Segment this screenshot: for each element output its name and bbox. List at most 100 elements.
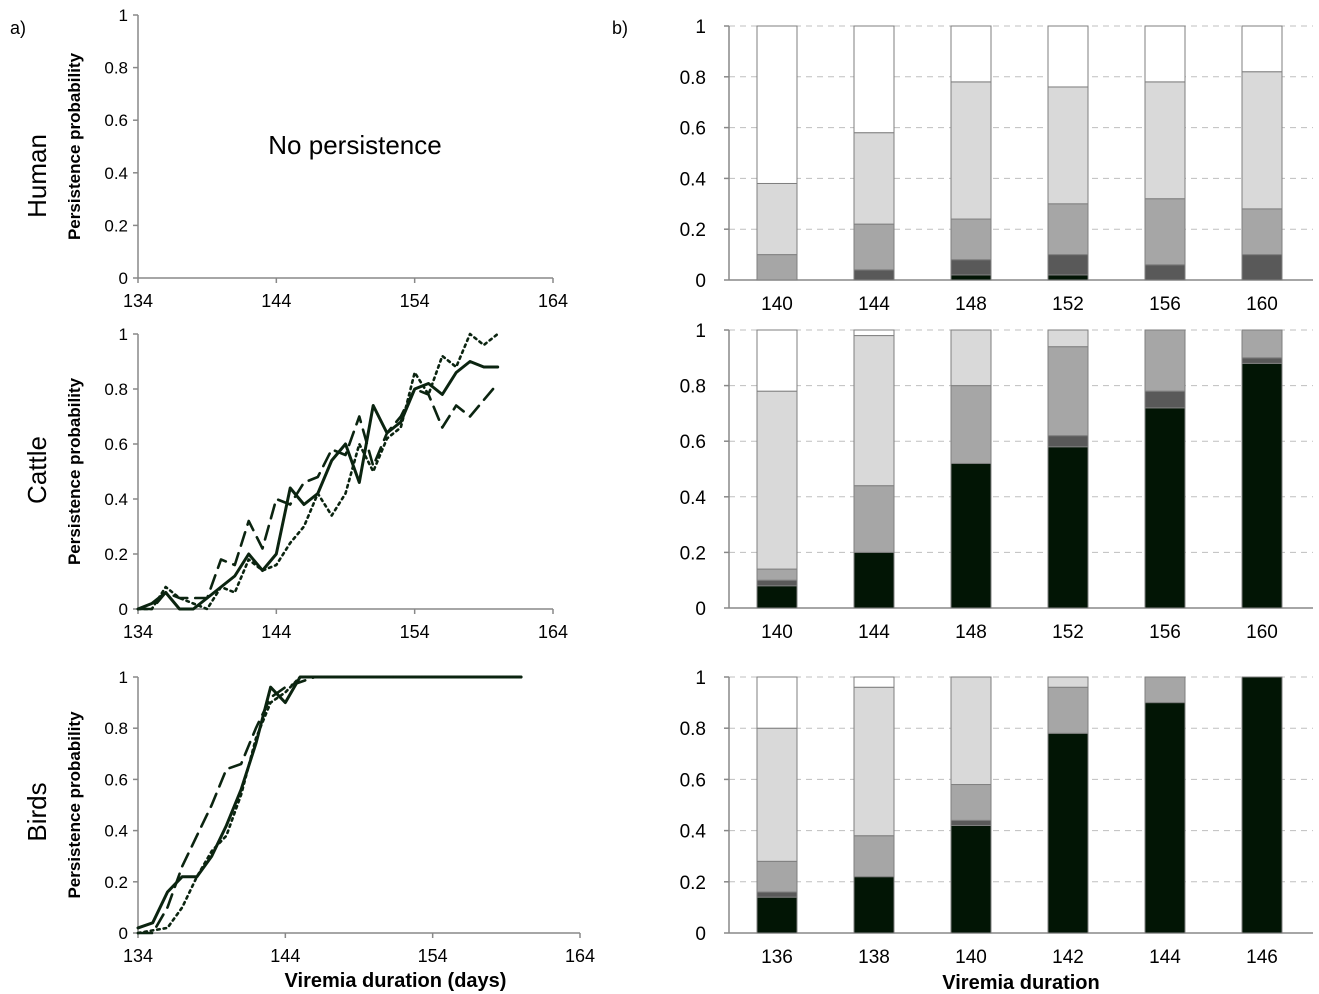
x-tick-label: 136 <box>761 947 793 968</box>
x-tick-label: 156 <box>1149 622 1181 643</box>
x-tick-label: 138 <box>858 947 890 968</box>
y-tick-label: 0.4 <box>680 822 707 843</box>
x-tick-label: 142 <box>1052 947 1084 968</box>
bar-segment-bar_lightgrey <box>1241 71 1283 210</box>
bar-segment-bar_midgrey <box>1144 198 1186 266</box>
bar-chart-b-cattle: 0 0.2 0.4 0.6 0.8 1 140 144 148 152 156 160 <box>680 321 1313 643</box>
y-tick-label: 0.4 <box>680 488 707 509</box>
bar-segment-bar_dark <box>950 274 992 281</box>
bar-segment-bar_midgrey <box>853 223 895 271</box>
y-tick-label: 0 <box>695 924 706 945</box>
bar-segment-bar_lightgrey <box>950 329 992 387</box>
bar-segment-bar_lightgrey <box>756 727 798 862</box>
bar-segment-bar_midgrey <box>1144 676 1186 704</box>
bar-segment-bar_white <box>853 676 895 688</box>
bar-segment-bar_dark <box>853 551 895 609</box>
y-tick-label: 1 <box>695 321 706 342</box>
series-line-dotted <box>136 332 500 611</box>
y-tick-label: 0.8 <box>104 719 128 738</box>
bar-segment-bar_dark <box>950 824 992 934</box>
x-tick-label: 154 <box>400 622 430 642</box>
x-tick-label: 160 <box>1246 622 1278 643</box>
x-tick-label: 164 <box>565 946 595 966</box>
x-tick-label: 164 <box>538 291 568 311</box>
y-tick-label: 0 <box>695 271 706 292</box>
bar-segment-bar_lightgrey <box>853 686 895 837</box>
x-axis-label: Viremia duration <box>942 972 1099 994</box>
bar-segment-bar_white <box>756 329 798 392</box>
x-tick-label: 160 <box>1246 294 1278 315</box>
x-tick-label: 164 <box>538 622 568 642</box>
x-tick-label: 134 <box>123 291 153 311</box>
bar-segment-bar_lightgrey <box>1047 676 1089 688</box>
panel-label-a: a) <box>10 18 26 38</box>
y-tick-label: 0.6 <box>104 435 128 454</box>
bar-segment-bar_white <box>1047 25 1089 88</box>
bar-segment-bar_dark <box>1241 362 1283 609</box>
y-tick-label: 1 <box>119 325 128 344</box>
bar-segment-bar_lightgrey <box>756 182 798 256</box>
bar-segment-bar_lightgrey <box>1047 86 1089 205</box>
x-tick-label: 148 <box>955 622 987 643</box>
y-tick-label: 0 <box>695 599 706 620</box>
bar-segment-bar_white <box>853 25 895 134</box>
x-tick-label: 144 <box>261 291 291 311</box>
bar-segment-bar_white <box>756 676 798 729</box>
y-tick-label: 0.2 <box>680 543 706 564</box>
bar-segment-bar_lightgrey <box>1144 81 1186 200</box>
bar-segment-bar_dark <box>756 896 798 934</box>
y-tick-label: 0.2 <box>104 216 128 235</box>
line-chart-a-human: 0 0.2 0.4 0.6 0.8 1 134 144 154 164 Persistence pr… <box>65 6 568 311</box>
y-tick-label: 0.4 <box>104 490 128 509</box>
y-axis-label: Persistence probability <box>65 377 84 565</box>
series-line-solid <box>136 675 523 930</box>
x-tick-label: 134 <box>123 622 153 642</box>
bar-segment-bar_midgrey <box>1144 329 1186 392</box>
y-tick-label: 1 <box>119 6 128 25</box>
bar-segment-bar_darkgrey <box>1241 357 1283 364</box>
x-tick-label: 140 <box>761 294 793 315</box>
bar-segment-bar_white <box>950 25 992 83</box>
bar-segment-bar_midgrey <box>1047 686 1089 734</box>
x-tick-label: 140 <box>955 947 987 968</box>
bar-segment-bar_lightgrey <box>853 335 895 487</box>
panel-label-b: b) <box>612 18 628 38</box>
bar-segment-bar_dark <box>1144 702 1186 934</box>
y-tick-label: 0.6 <box>680 119 706 140</box>
x-tick-label: 144 <box>270 946 300 966</box>
y-axis-label: Persistence probability <box>65 711 84 899</box>
bar-segment-bar_darkgrey <box>1144 264 1186 281</box>
y-tick-label: 0.6 <box>680 432 706 453</box>
line-chart-a-birds: 0 0.2 0.4 0.6 0.8 1 134 144 154 164 Persistence pr… <box>65 668 595 992</box>
bar-segment-bar_lightgrey <box>950 81 992 220</box>
bar-segment-bar_darkgrey <box>853 269 895 281</box>
series-line-solid <box>136 360 500 611</box>
y-tick-label: 0 <box>119 269 128 288</box>
charts: 0 0.2 0.4 0.6 0.8 1 134 144 154 164 Persistence pr… <box>65 6 1313 994</box>
bar-segment-bar_dark <box>1047 274 1089 281</box>
x-tick-label: 144 <box>261 622 291 642</box>
no-persistence-annotation: No persistence <box>268 130 441 160</box>
bar-segment-bar_midgrey <box>1047 203 1089 256</box>
bar-segment-bar_midgrey <box>1241 329 1283 359</box>
bar-segment-bar_darkgrey <box>1047 435 1089 448</box>
bar-chart-b-human: 0 0.2 0.4 0.6 0.8 1 140 144 148 152 156 160 <box>680 17 1313 315</box>
bar-segment-bar_white <box>1241 25 1283 73</box>
series-line-dashed <box>136 675 523 935</box>
y-tick-label: 1 <box>695 17 706 38</box>
y-tick-label: 0.6 <box>680 770 706 791</box>
y-tick-label: 0.2 <box>104 873 128 892</box>
series-line-dashed <box>136 382 500 611</box>
bar-segment-bar_dark <box>853 876 895 934</box>
y-tick-label: 0 <box>119 600 128 619</box>
row-label-cattle: Cattle <box>22 436 52 504</box>
x-tick-label: 156 <box>1149 294 1181 315</box>
x-tick-label: 134 <box>123 946 153 966</box>
y-tick-label: 0.6 <box>104 770 128 789</box>
bar-segment-bar_dark <box>1047 732 1089 934</box>
line-chart-a-cattle: 0 0.2 0.4 0.6 0.8 1 134 144 154 164 Persistence pr… <box>65 325 568 642</box>
series-line-dotted <box>136 675 523 935</box>
y-tick-label: 0.4 <box>104 822 128 841</box>
bar-segment-bar_midgrey <box>950 784 992 821</box>
